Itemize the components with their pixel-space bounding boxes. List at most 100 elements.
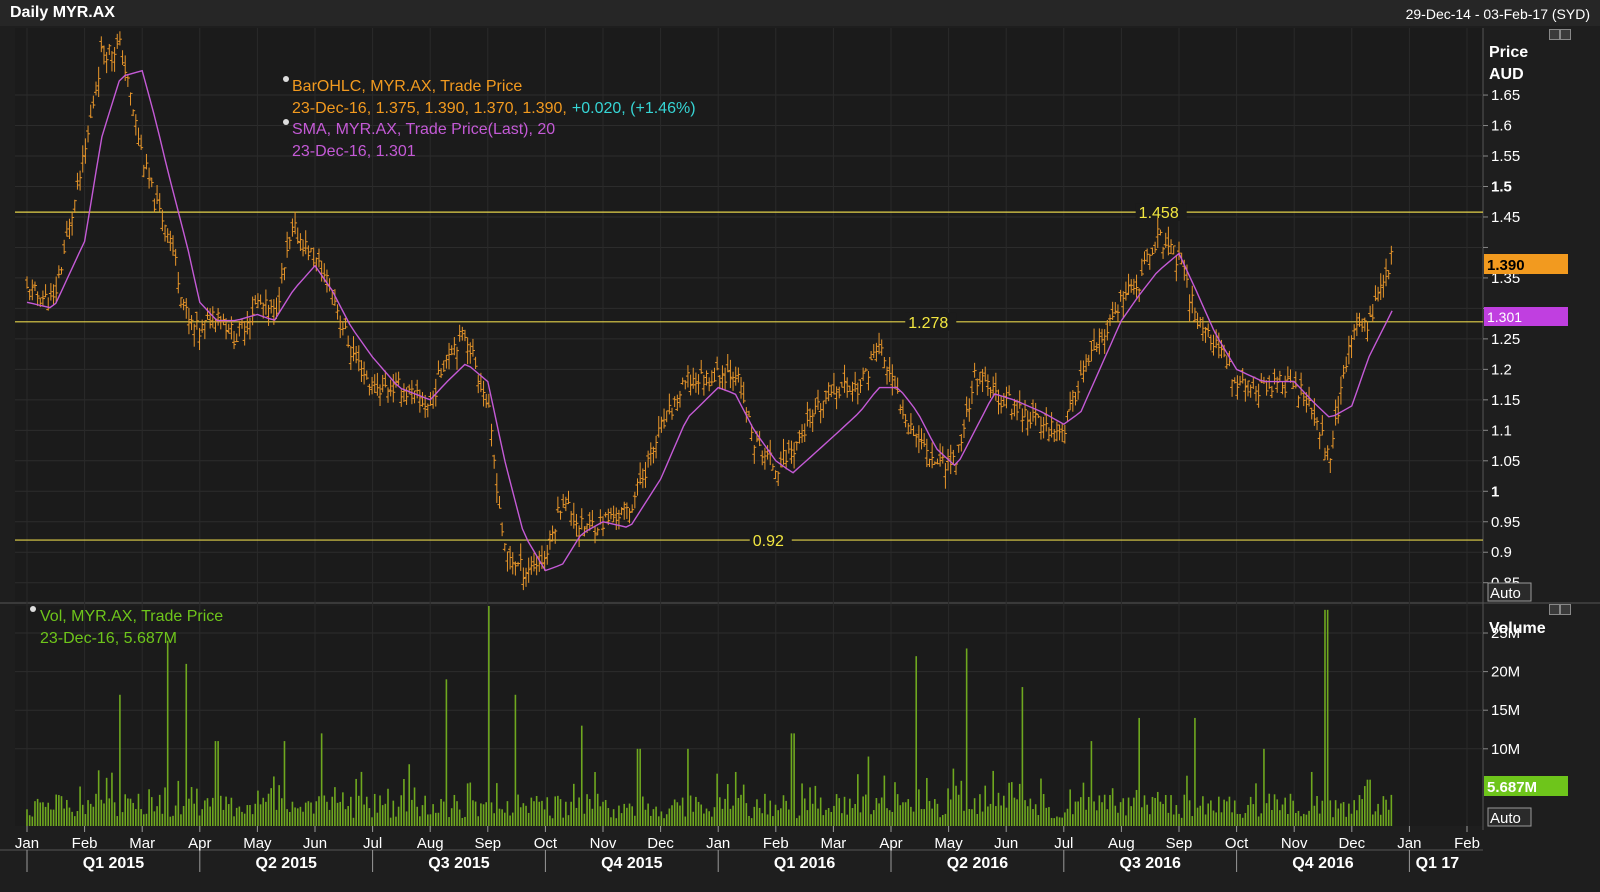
- ohlc-bar: [332, 289, 337, 306]
- ohlc-bar: [640, 468, 645, 489]
- volume-bar: [1321, 800, 1324, 826]
- time-axis: Jan Feb Mar Apr May Jun Jul Aug Sep Oct Nov Dec Jan F…: [15, 826, 1480, 872]
- ohlc-bar: [35, 291, 40, 306]
- ohlc-bar: [959, 434, 964, 452]
- volume-bar: [578, 797, 580, 826]
- ohlc-bar: [643, 461, 648, 488]
- volume-bar: [1034, 804, 1037, 826]
- ohlc-bar: [699, 359, 704, 374]
- ohlc-bar: [1184, 264, 1189, 288]
- price-plot-area[interactable]: [15, 28, 1483, 601]
- volume-bar: [1074, 801, 1077, 826]
- price-panel-restore-button[interactable]: [1549, 29, 1560, 40]
- ohlc-bar: [704, 370, 709, 386]
- volume-bar: [464, 816, 466, 826]
- volume-bar: [734, 771, 737, 826]
- ohlc-bar: [1134, 274, 1139, 298]
- horizontal-levels: 1.458 1.278 0.92: [15, 203, 1483, 550]
- volume-bar: [1260, 813, 1263, 826]
- volume-bar: [772, 816, 774, 826]
- ohlc-bar: [399, 389, 404, 407]
- ohlc-bar: [192, 323, 197, 347]
- month-label: Apr: [188, 835, 211, 852]
- volume-panel-close-button[interactable]: [1560, 604, 1571, 615]
- volume-bar: [995, 806, 997, 826]
- ohlc-bar: [473, 356, 478, 369]
- volume-bar: [355, 778, 357, 826]
- ohlc-bar: [1338, 376, 1343, 405]
- volume-bar: [1056, 816, 1058, 826]
- volume-bar: [212, 797, 214, 826]
- volume-auto-button[interactable]: [1487, 807, 1532, 827]
- volume-bar: [1048, 807, 1050, 826]
- volume-bar: [1042, 794, 1045, 826]
- month-label: Oct: [534, 835, 558, 852]
- volume-bar: [1358, 795, 1361, 826]
- volume-bar: [1294, 813, 1297, 826]
- ohlc-bar: [1376, 286, 1381, 302]
- volume-bar: [976, 814, 979, 826]
- volume-bar: [1313, 805, 1316, 826]
- volume-bar: [644, 809, 647, 826]
- volume-legend-bullet-icon[interactable]: [30, 606, 36, 612]
- sma-legend-value: 23-Dec-16, 1.301: [292, 143, 416, 160]
- ohlc-bar: [723, 367, 728, 392]
- volume-bars: [26, 606, 1393, 826]
- ohlc-bar: [1046, 427, 1051, 442]
- ohlc-bar: [728, 359, 733, 389]
- ohlc-bar: [1203, 326, 1208, 343]
- volume-plot-area[interactable]: [15, 606, 1483, 826]
- volume-panel-restore-button[interactable]: [1549, 604, 1560, 615]
- price-auto-button[interactable]: [1487, 582, 1532, 602]
- volume-bar: [323, 795, 326, 826]
- ohlc-bar: [770, 463, 775, 471]
- quarter-label: Q3 2016: [1120, 855, 1181, 872]
- volume-bar: [1263, 748, 1265, 826]
- volume-bar: [1040, 778, 1042, 826]
- ohlc-bar: [516, 561, 521, 567]
- ohlc-bar: [30, 279, 35, 301]
- ohlc-bar: [1158, 229, 1163, 236]
- ohlc-bar: [906, 423, 911, 435]
- volume-bar: [379, 795, 381, 826]
- ohlc-bar: [1007, 385, 1012, 396]
- volume-bar: [89, 803, 92, 826]
- ohlc-bar: [452, 337, 457, 356]
- ohlc-bar: [550, 525, 555, 542]
- ohlc-bar: [900, 399, 905, 420]
- month-label: Sep: [1166, 835, 1193, 852]
- volume-bar: [1369, 779, 1371, 826]
- volume-bar: [103, 803, 105, 826]
- price-panel-close-button[interactable]: [1560, 29, 1571, 40]
- volume-bar: [501, 809, 503, 826]
- volume-tick-label: 10M: [1491, 741, 1520, 758]
- volume-bar: [140, 809, 142, 826]
- ohlc-bar: [412, 390, 417, 404]
- volume-bar: [1194, 717, 1196, 826]
- price-tick-label: 1: [1491, 483, 1499, 500]
- bar-legend-bullet-icon[interactable]: [283, 76, 289, 82]
- volume-bar: [1281, 804, 1284, 826]
- ohlc-bar: [951, 449, 956, 465]
- volume-bar: [190, 787, 193, 826]
- volume-bar: [849, 798, 851, 826]
- date-range: 29-Dec-14 - 03-Feb-17 (SYD): [1405, 6, 1590, 22]
- sma-legend-bullet-icon[interactable]: [283, 119, 289, 125]
- volume-bar: [482, 804, 485, 826]
- volume-bar: [368, 808, 371, 826]
- ohlc-bar: [508, 545, 513, 570]
- ohlc-bar: [449, 345, 454, 356]
- month-label: Feb: [1454, 835, 1480, 852]
- volume-bar: [960, 780, 963, 826]
- ohlc-bar: [295, 227, 300, 244]
- ohlc-bar: [1031, 399, 1036, 422]
- month-label: Apr: [879, 835, 902, 852]
- volume-bar: [665, 814, 668, 826]
- volume-bar: [222, 809, 225, 826]
- ohlc-bar: [494, 473, 499, 503]
- sma-value-tag: [1484, 307, 1568, 326]
- ohlc-bar: [1153, 241, 1158, 253]
- ohlc-bar: [149, 177, 154, 188]
- volume-bar: [365, 796, 368, 826]
